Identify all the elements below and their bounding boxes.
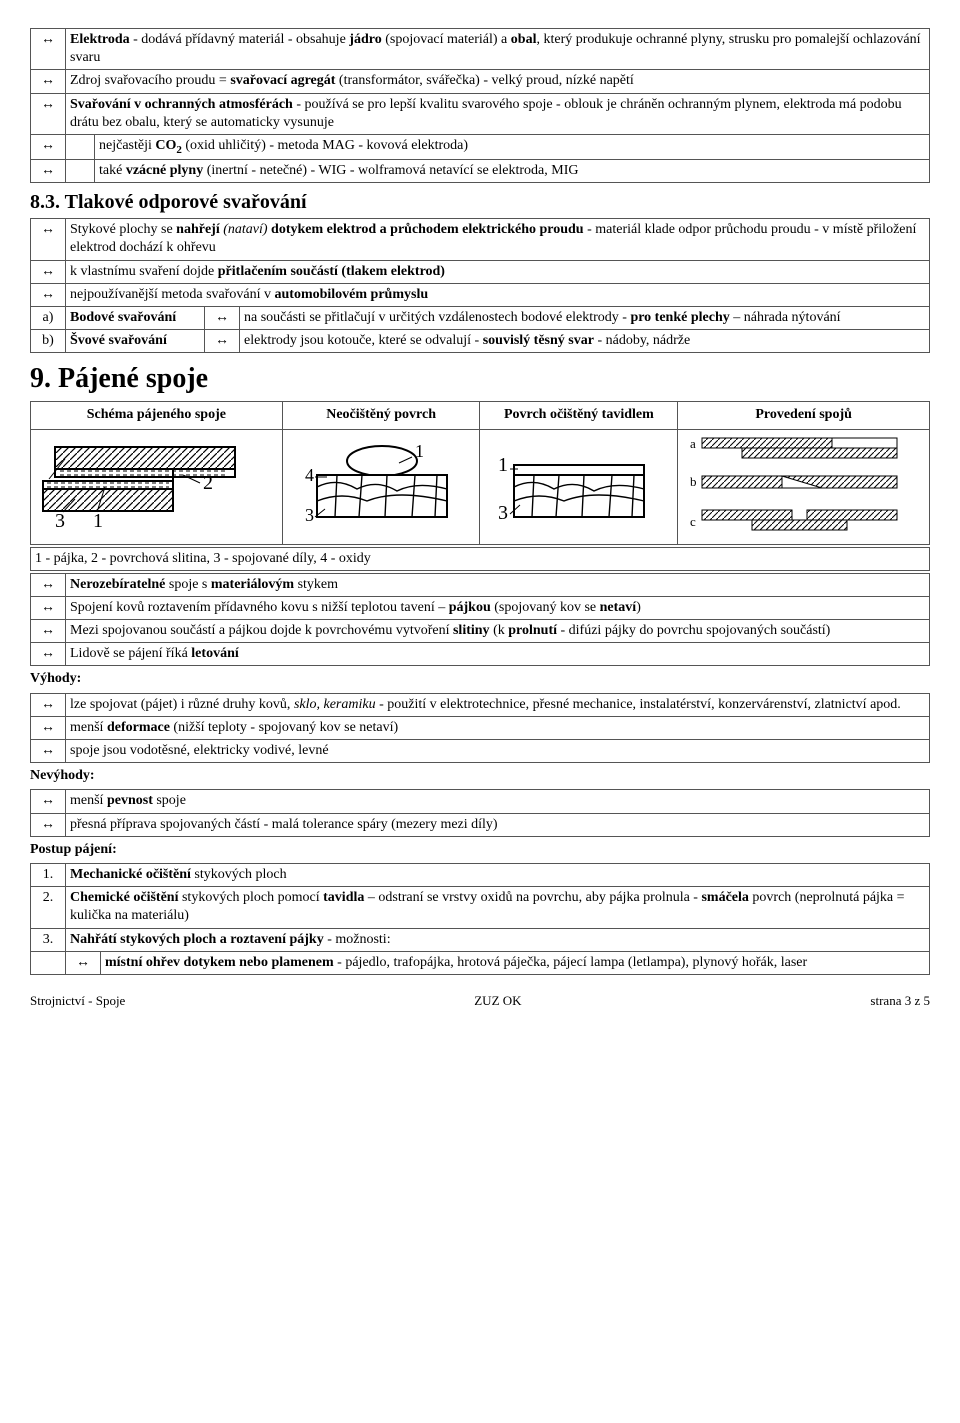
cell: Lidově se pájení říká letování (66, 643, 930, 666)
arrow-cell: ↔ (31, 790, 66, 813)
arrow-cell: ↔ (66, 951, 101, 974)
table-soldered-joints-header: Schéma pájeného spoje Neočištěný povrch … (30, 401, 930, 544)
empty-cell (66, 134, 95, 159)
svg-text:a: a (690, 436, 696, 451)
svg-text:3: 3 (55, 510, 65, 532)
cell: nejpoužívanější metoda svařování v autom… (66, 283, 930, 306)
diagram-schema: 2 1 3 (31, 429, 283, 544)
num-1: 1. (31, 863, 66, 886)
heading-8-3: 8.3. Tlakové odporové svařování (30, 191, 930, 214)
svg-text:4: 4 (305, 465, 314, 485)
arrow-cell: ↔ (31, 160, 66, 183)
footer-left: Strojnictví - Spoje (30, 993, 125, 1009)
arrow-cell: ↔ (31, 219, 66, 260)
arrow-cell: ↔ (31, 620, 66, 643)
arrow-cell: ↔ (31, 643, 66, 666)
cell: Švové svařování (66, 330, 205, 353)
cell: Mezi spojovanou součástí a pájkou dojde … (66, 620, 930, 643)
heading-9: 9. Pájené spoje (30, 363, 930, 395)
cell: nejčastěji CO2 (oxid uhličitý) - metoda … (95, 134, 930, 159)
table-caption: 1 - pájka, 2 - povrchová slitina, 3 - sp… (30, 547, 930, 571)
table-disadvantages: ↔menší pevnost spoje ↔přesná příprava sp… (30, 789, 930, 836)
arrow-cell: ↔ (31, 716, 66, 739)
cell: Mechanické očištění stykových ploch (66, 863, 930, 886)
cell: menší deformace (nižší teploty - spojova… (66, 716, 930, 739)
cell: Elektroda - dodává přídavný materiál - o… (66, 29, 930, 70)
cell: elektrody jsou kotouče, které se odvaluj… (240, 330, 930, 353)
footer-right: strana 3 z 5 (870, 993, 930, 1009)
table-advantages: ↔lze spojovat (pájet) i různé druhy kovů… (30, 693, 930, 764)
svg-text:b: b (690, 474, 697, 489)
svg-text:3: 3 (305, 505, 314, 525)
arrow-cell: ↔ (31, 260, 66, 283)
empty-cell (66, 160, 95, 183)
svg-text:c: c (690, 514, 696, 529)
diagram-execution: a b c (678, 429, 930, 544)
empty-cell (31, 951, 66, 974)
cell: Chemické očištění stykových ploch pomocí… (66, 887, 930, 928)
svg-text:1: 1 (93, 510, 103, 532)
table-description: ↔Nerozebíratelné spoje s materiálovým st… (30, 573, 930, 667)
label-procedure: Postup pájení: (30, 839, 930, 861)
arrow-cell: ↔ (31, 93, 66, 134)
header-uncleaned: Neočištěný povrch (282, 402, 480, 429)
cell: spoje jsou vodotěsné, elektricky vodivé,… (66, 740, 930, 763)
arrow-cell: ↔ (31, 134, 66, 159)
arrow-cell: ↔ (31, 740, 66, 763)
arrow-cell: ↔ (205, 330, 240, 353)
svg-text:2: 2 (203, 472, 213, 494)
cell: místní ohřev dotykem nebo plamenem - páj… (101, 951, 930, 974)
footer-mid: ZUZ OK (474, 993, 521, 1009)
table-resistance-welding: ↔ Stykové plochy se nahřejí (nataví) dot… (30, 218, 930, 353)
label-advantages: Výhody: (30, 668, 930, 690)
num-3: 3. (31, 928, 66, 951)
cell: k vlastnímu svaření dojde přitlačením so… (66, 260, 930, 283)
arrow-cell: ↔ (31, 693, 66, 716)
arrow-cell: ↔ (31, 283, 66, 306)
label-b: b) (31, 330, 66, 353)
table-electrode: ↔ Elektroda - dodává přídavný materiál -… (30, 28, 930, 183)
cell: Zdroj svařovacího proudu = svařovací agr… (66, 70, 930, 93)
cell: Stykové plochy se nahřejí (nataví) dotyk… (66, 219, 930, 260)
header-schema: Schéma pájeného spoje (31, 402, 283, 429)
arrow-cell: ↔ (31, 596, 66, 619)
num-2: 2. (31, 887, 66, 928)
header-cleaned: Povrch očištěný tavidlem (480, 402, 678, 429)
cell: na součásti se přitlačují v určitých vzd… (240, 306, 930, 329)
arrow-cell: ↔ (31, 813, 66, 836)
svg-text:3: 3 (498, 502, 508, 524)
cell: menší pevnost spoje (66, 790, 930, 813)
caption-cell: 1 - pájka, 2 - povrchová slitina, 3 - sp… (31, 547, 930, 570)
diagram-uncleaned: 1 4 3 (282, 429, 480, 544)
arrow-cell: ↔ (31, 29, 66, 70)
label-a: a) (31, 306, 66, 329)
cell: Spojení kovů roztavením přídavného kovu … (66, 596, 930, 619)
arrow-cell: ↔ (205, 306, 240, 329)
svg-text:1: 1 (498, 454, 508, 476)
table-procedure: 1.Mechanické očištění stykových ploch 2.… (30, 863, 930, 975)
cell: Bodové svařování (66, 306, 205, 329)
svg-text:1: 1 (415, 441, 424, 461)
cell: Nerozebíratelné spoje s materiálovým sty… (66, 573, 930, 596)
cell: Nahřátí stykových ploch a roztavení pájk… (66, 928, 930, 951)
cell: lze spojovat (pájet) i různé druhy kovů,… (66, 693, 930, 716)
header-execution: Provedení spojů (678, 402, 930, 429)
cell: také vzácné plyny (inertní - netečné) - … (95, 160, 930, 183)
cell: přesná příprava spojovaných částí - malá… (66, 813, 930, 836)
arrow-cell: ↔ (31, 573, 66, 596)
label-disadvantages: Nevýhody: (30, 765, 930, 787)
page-footer: Strojnictví - Spoje ZUZ OK strana 3 z 5 (30, 993, 930, 1009)
arrow-cell: ↔ (31, 70, 66, 93)
cell: Svařování v ochranných atmosférách - pou… (66, 93, 930, 134)
diagram-cleaned: 1 3 (480, 429, 678, 544)
